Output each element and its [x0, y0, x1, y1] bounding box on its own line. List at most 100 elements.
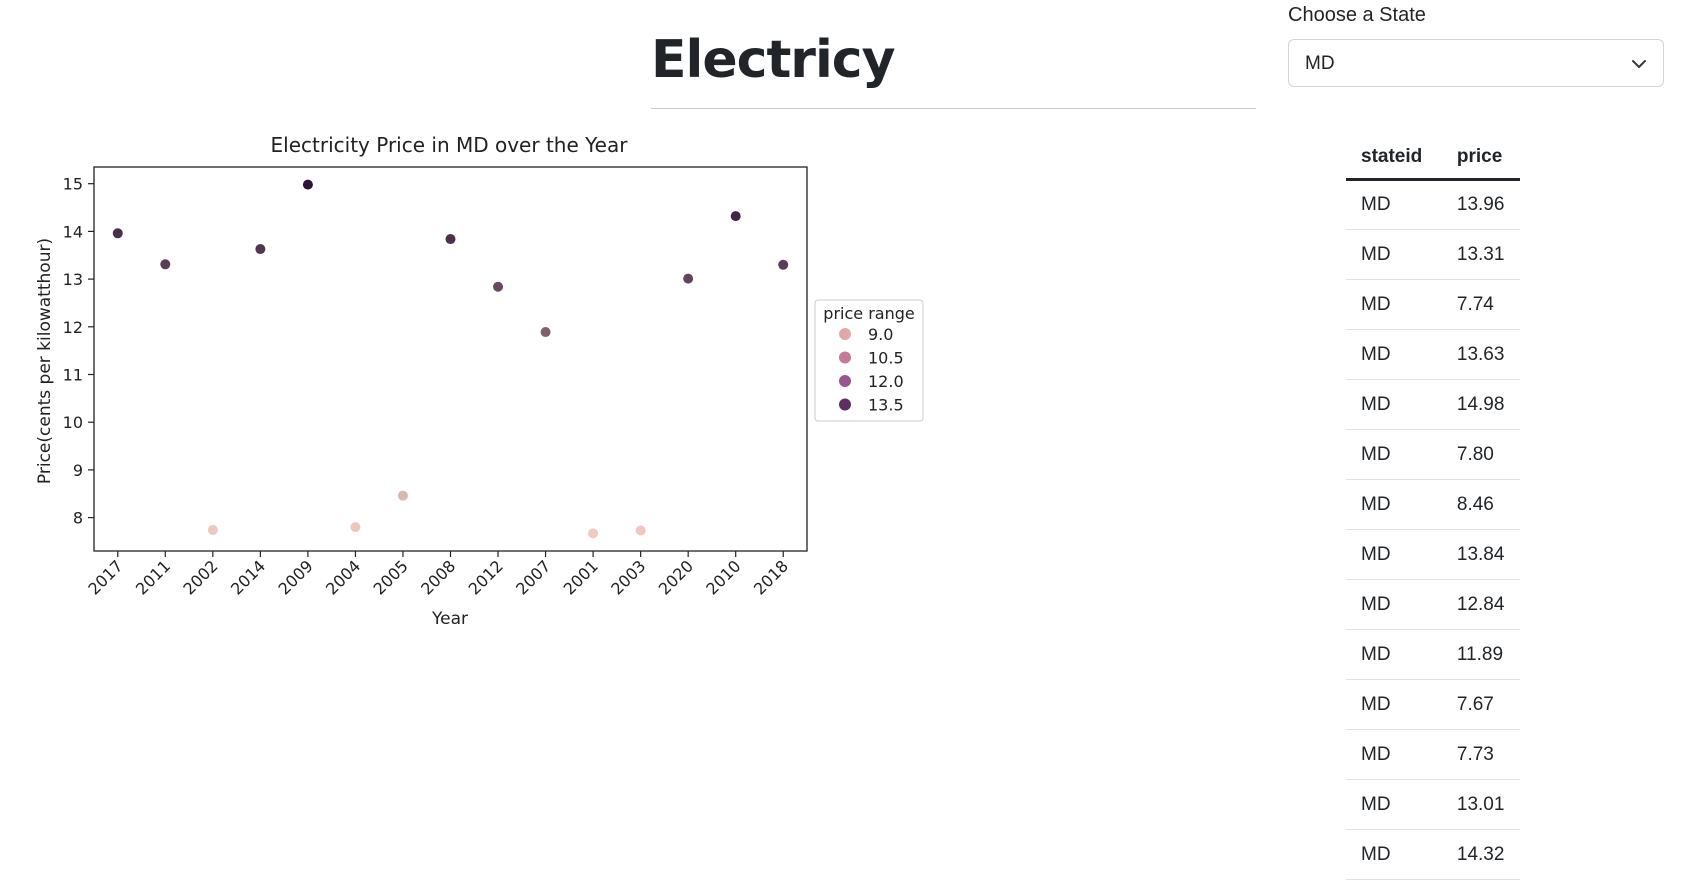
y-tick-label: 14 — [63, 222, 83, 241]
legend-label: 10.5 — [868, 349, 904, 368]
cell-stateid: MD — [1346, 829, 1441, 880]
cell-stateid: MD — [1346, 779, 1441, 830]
cell-price: 7.67 — [1440, 679, 1520, 730]
cell-stateid: MD — [1346, 529, 1441, 580]
cell-price: 7.74 — [1440, 279, 1520, 330]
y-tick-label: 15 — [63, 175, 83, 194]
data-point — [445, 234, 456, 245]
cell-price: 12.84 — [1440, 579, 1520, 630]
data-point — [255, 244, 266, 255]
data-point — [778, 259, 789, 270]
cell-stateid: MD — [1346, 579, 1441, 630]
cell-stateid: MD — [1346, 679, 1441, 730]
cell-stateid: MD — [1346, 629, 1441, 680]
table-row: MD 11.89 — [1346, 629, 1520, 680]
cell-price: 13.96 — [1440, 179, 1520, 230]
data-point — [588, 528, 599, 539]
table-row: MD 13.84 — [1346, 529, 1520, 580]
x-tick-label: 2001 — [560, 556, 602, 598]
table-row: MD 13.31 — [1346, 229, 1520, 280]
y-tick-label: 13 — [63, 270, 83, 289]
x-axis: 2017 2011 2002 2014 2009 2004 2005 2008 2012 2007… — [84, 551, 792, 599]
x-tick-label: 2017 — [84, 556, 126, 598]
cell-price: 7.80 — [1440, 429, 1520, 480]
cell-stateid: MD — [1346, 429, 1441, 480]
data-point — [493, 281, 504, 292]
cell-price: 11.89 — [1440, 629, 1520, 680]
table-row: MD 14.98 — [1346, 379, 1520, 430]
data-point — [302, 179, 313, 190]
legend-label: 9.0 — [868, 325, 893, 344]
data-point — [112, 228, 123, 239]
table-row: MD 13.01 — [1346, 779, 1520, 830]
x-tick-label: 2005 — [370, 556, 412, 598]
x-tick-label: 2010 — [702, 556, 744, 598]
table-row: MD 13.63 — [1346, 329, 1520, 380]
state-select[interactable]: MD — [1288, 39, 1664, 87]
table-row: MD 12.84 — [1346, 579, 1520, 630]
table-row: MD 7.67 — [1346, 679, 1520, 730]
y-tick-label: 11 — [63, 366, 83, 385]
x-tick-label: 2020 — [655, 556, 697, 598]
chevron-down-icon — [1632, 60, 1646, 68]
price-scatter-chart: Electricity Price in MD over the Year 8 9… — [35, 133, 924, 629]
cell-price: 8.46 — [1440, 479, 1520, 530]
cell-price: 13.31 — [1440, 229, 1520, 280]
data-point — [635, 525, 646, 536]
cell-price: 14.98 — [1440, 379, 1520, 430]
y-axis-label: Price(cents per kilowatthour) — [35, 238, 55, 484]
legend-marker — [839, 328, 851, 340]
legend-marker — [839, 375, 851, 387]
column-header-stateid: stateid — [1346, 140, 1441, 181]
cell-price: 13.63 — [1440, 329, 1520, 380]
cell-stateid: MD — [1346, 379, 1441, 430]
data-point — [540, 327, 551, 338]
y-tick-label: 9 — [73, 461, 83, 480]
table-header-row: stateid price — [1346, 140, 1520, 181]
data-point — [730, 211, 741, 222]
data-point — [397, 490, 408, 501]
cell-stateid: MD — [1346, 729, 1441, 780]
legend-title: price range — [823, 304, 914, 323]
table-row: MD 7.80 — [1346, 429, 1520, 480]
legend-label: 12.0 — [868, 372, 904, 391]
page-title: Electricy — [651, 30, 895, 90]
table-row: MD 8.46 — [1346, 479, 1520, 530]
data-point — [350, 522, 361, 533]
x-axis-label: Year — [431, 609, 468, 629]
cell-stateid: MD — [1346, 479, 1441, 530]
x-tick-label: 2002 — [179, 556, 221, 598]
y-axis: 8 9 10 11 12 13 14 15 — [63, 175, 94, 528]
legend-marker — [839, 398, 851, 411]
cell-price: 13.01 — [1440, 779, 1520, 830]
x-tick-label: 2007 — [512, 556, 554, 598]
y-tick-label: 10 — [63, 413, 83, 432]
data-point — [683, 273, 694, 284]
cell-stateid: MD — [1346, 179, 1441, 230]
data-point — [160, 259, 171, 270]
cell-price: 13.84 — [1440, 529, 1520, 580]
chart-legend: price range 9.0 10.5 12.0 13.5 — [814, 299, 924, 422]
x-tick-label: 2003 — [607, 556, 649, 598]
data-point — [207, 525, 218, 536]
table-row: MD 13.96 — [1346, 179, 1520, 230]
data-points — [112, 179, 789, 539]
x-tick-label: 2014 — [227, 556, 269, 598]
y-tick-label: 12 — [63, 318, 83, 337]
column-header-price: price — [1440, 140, 1520, 181]
y-tick-label: 8 — [73, 509, 83, 528]
cell-price: 14.32 — [1440, 829, 1520, 880]
title-divider — [651, 108, 1256, 109]
cell-stateid: MD — [1346, 279, 1441, 330]
table-row: MD 7.74 — [1346, 279, 1520, 330]
legend-marker — [839, 351, 851, 364]
table-row: MD 7.73 — [1346, 729, 1520, 780]
x-tick-label: 2009 — [275, 556, 317, 598]
x-tick-label: 2012 — [465, 556, 507, 598]
x-tick-label: 2008 — [417, 556, 459, 598]
cell-price: 7.73 — [1440, 729, 1520, 780]
cell-stateid: MD — [1346, 329, 1441, 380]
table-row: MD 14.32 — [1346, 829, 1520, 880]
cell-stateid: MD — [1346, 229, 1441, 280]
state-select-label: Choose a State — [1288, 4, 1426, 26]
